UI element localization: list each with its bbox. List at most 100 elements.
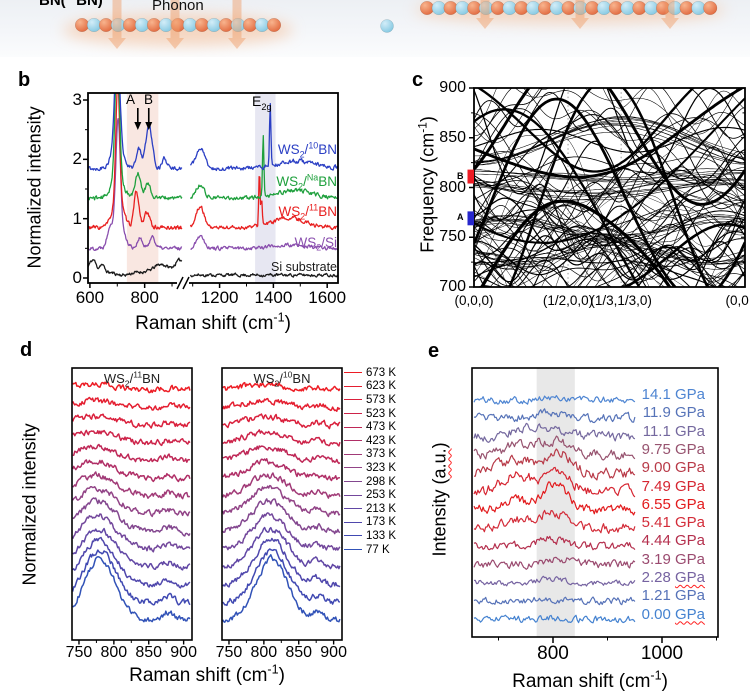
spectrum-curve [88, 93, 183, 231]
y-tick-label: 2 [72, 149, 82, 169]
y-tick-label: 0 [72, 268, 82, 287]
pressure-label: 7.49 GPa [641, 477, 705, 495]
legend-label: 673 K [366, 366, 397, 379]
phonon-branch [474, 178, 745, 231]
axis-break-mark [182, 276, 190, 290]
legend-item: 573 K [344, 393, 396, 407]
phonon-label: Phonon [152, 0, 204, 14]
temperature-spectrum [72, 556, 191, 623]
pressure-spectrum [473, 575, 636, 587]
legend-label: 423 K [366, 434, 397, 447]
pressure-label: 6.55 GPa [641, 495, 705, 513]
legend-item: 133 K [344, 529, 396, 543]
panel-e-pressure-raman: e Intensity (a.u.) Raman shift (cm-1) 14… [420, 340, 750, 700]
phonon-branch [474, 186, 745, 252]
x-tick-label: 1000 [640, 643, 684, 664]
legend-swatch [344, 385, 362, 387]
pressure-label: 9.00 GPa [641, 459, 705, 477]
temperature-spectrum [222, 484, 341, 518]
spectrum-curve [88, 257, 183, 277]
temperature-spectrum [72, 413, 191, 429]
boron-atom [122, 17, 138, 33]
phonon-branch [477, 88, 695, 173]
panel-letter-d: d [20, 339, 33, 361]
temperature-spectrum [72, 527, 191, 571]
x-tick-label: 1600 [308, 288, 347, 307]
phonon-branch [474, 170, 745, 181]
phonon-branch [474, 177, 745, 191]
x-node-label: (1/3,1/3,0) [590, 293, 652, 308]
pressure-label: 2.28 GPa [641, 569, 705, 586]
legend-item: 213 K [344, 502, 396, 516]
nitrogen-atom [254, 17, 270, 33]
spectrum-curve [88, 93, 183, 172]
phonon-branch [474, 88, 745, 143]
legend-swatch [344, 440, 362, 442]
pressure-spectrum [473, 394, 636, 405]
boron-atom [98, 17, 114, 33]
pressure-spectrum [473, 422, 636, 443]
schematic-drawing [63, 0, 725, 49]
pressure-spectrum [473, 408, 636, 424]
legend-item: 673 K [344, 366, 396, 380]
legend-label: 173 K [366, 516, 397, 529]
temperature-spectrum [72, 381, 191, 394]
phonon-branch [474, 117, 745, 157]
legend-swatch [344, 467, 362, 469]
plot-box [87, 92, 339, 284]
boron-atom [218, 17, 234, 33]
y-tick-label: 1 [72, 208, 82, 228]
nitrogen-atom [182, 17, 198, 33]
phonon-arrow [108, 0, 126, 49]
temperature-spectrum [72, 443, 191, 463]
phonon-branch [474, 218, 745, 237]
pressure-label: 11.9 GPa [642, 404, 705, 422]
panel-d-plot [71, 367, 343, 645]
spectrum-curve [88, 93, 183, 201]
peak-arrow-head [134, 122, 142, 130]
legend-swatch [344, 399, 362, 401]
legend-swatch [344, 521, 362, 523]
peak-b-annotation: B [144, 92, 154, 107]
phonon-branch [474, 261, 685, 287]
pressure-label: 11.1 GPa [642, 422, 705, 440]
legend-swatch [344, 453, 362, 455]
phonon-arrow [228, 0, 246, 49]
pressure-label: 0.00 GPa [641, 605, 705, 623]
y-tick-label: 700 [439, 278, 466, 295]
temperature-spectrum [222, 512, 341, 551]
legend-label: 213 K [366, 502, 397, 515]
phonon-branch [474, 238, 745, 259]
phonon-branch [474, 97, 745, 287]
temperature-spectrum [72, 497, 191, 537]
panel-letter-b: b [18, 69, 31, 91]
legend-item: 373 K [344, 448, 396, 462]
legend-swatch [344, 481, 362, 483]
phonon-branch [489, 227, 745, 287]
mode-marker-a [467, 211, 474, 226]
plot-box [71, 367, 193, 641]
phonon-branch [474, 214, 745, 240]
pressure-label: 9.75 GPa [641, 440, 705, 458]
boron-atom [703, 0, 718, 16]
legend-item: 523 K [344, 407, 396, 421]
temperature-spectrum [72, 536, 191, 589]
shaded-band [255, 93, 276, 283]
x-tick-label: 750 [65, 644, 93, 661]
phonon-branch [474, 256, 726, 287]
phonon-branch [474, 237, 745, 266]
phonon-branch [474, 106, 745, 192]
y-tick-label: 850 [439, 128, 466, 146]
mode-marker-label: B [457, 170, 464, 181]
phonon-branch [474, 125, 745, 166]
x-tick-label: 800 [537, 643, 569, 664]
axis-break-mark [176, 276, 184, 290]
panel-letter-e: e [428, 340, 440, 362]
series-label: WS2/10BN [277, 140, 337, 160]
phonon-arrow [476, 0, 494, 29]
temperature-spectrum [222, 537, 341, 588]
x-tick-label: 850 [285, 644, 313, 661]
phonon-branch [474, 178, 745, 194]
boron-atom [146, 17, 162, 33]
x-tick-label: 900 [320, 644, 347, 661]
